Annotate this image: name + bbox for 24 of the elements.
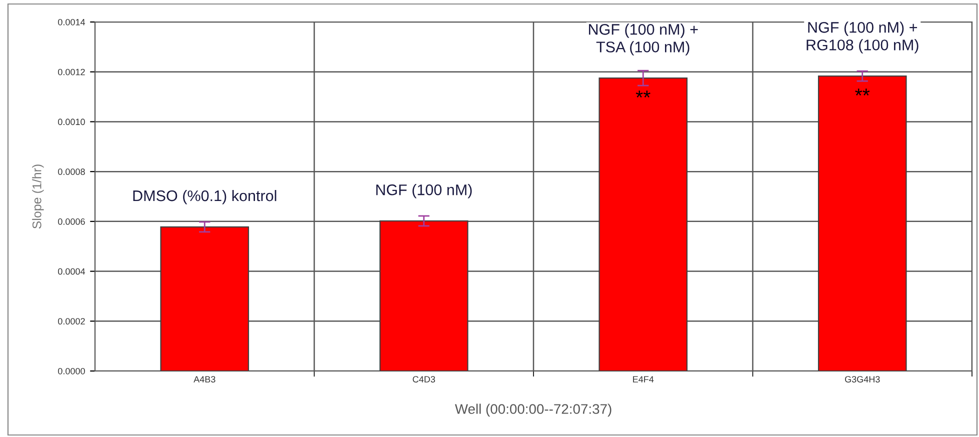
annotation: NGF (100 nM) + TSA (100 nM) [588,24,698,56]
y-tick-label: 0.0008 [58,168,85,175]
bar [160,226,250,371]
annotation: NGF (100 nM) [376,184,472,198]
y-tick-label: 0.0014 [58,18,86,26]
y-tick-label: 0.0012 [58,68,85,76]
bar [818,76,907,371]
bar [598,78,688,371]
y-axis-title: Slope (1/hr) [32,164,44,229]
x-axis-title: Well (00:00:00--72:07:37) [454,404,612,417]
annotation: ** [636,90,650,98]
y-tick-label: 0.0010 [58,118,85,126]
bar [379,220,468,371]
y-tick-label: 0.0002 [58,318,85,325]
x-tick-label: G3G4H3 [845,376,880,382]
x-tick-label: C4D3 [412,376,436,382]
annotation: ** [855,88,870,96]
x-tick-label: A4B3 [194,376,216,382]
x-tick-label: E4F4 [633,376,654,382]
y-tick-label: 0.0004 [58,268,86,275]
y-tick-label: 0.0006 [58,218,85,225]
y-tick-label: 0.0000 [58,368,85,374]
annotation: NGF (100 nM) + RG108 (100 nM) [806,22,918,54]
annotation: DMSO (%0.1) kontrol [133,190,276,204]
